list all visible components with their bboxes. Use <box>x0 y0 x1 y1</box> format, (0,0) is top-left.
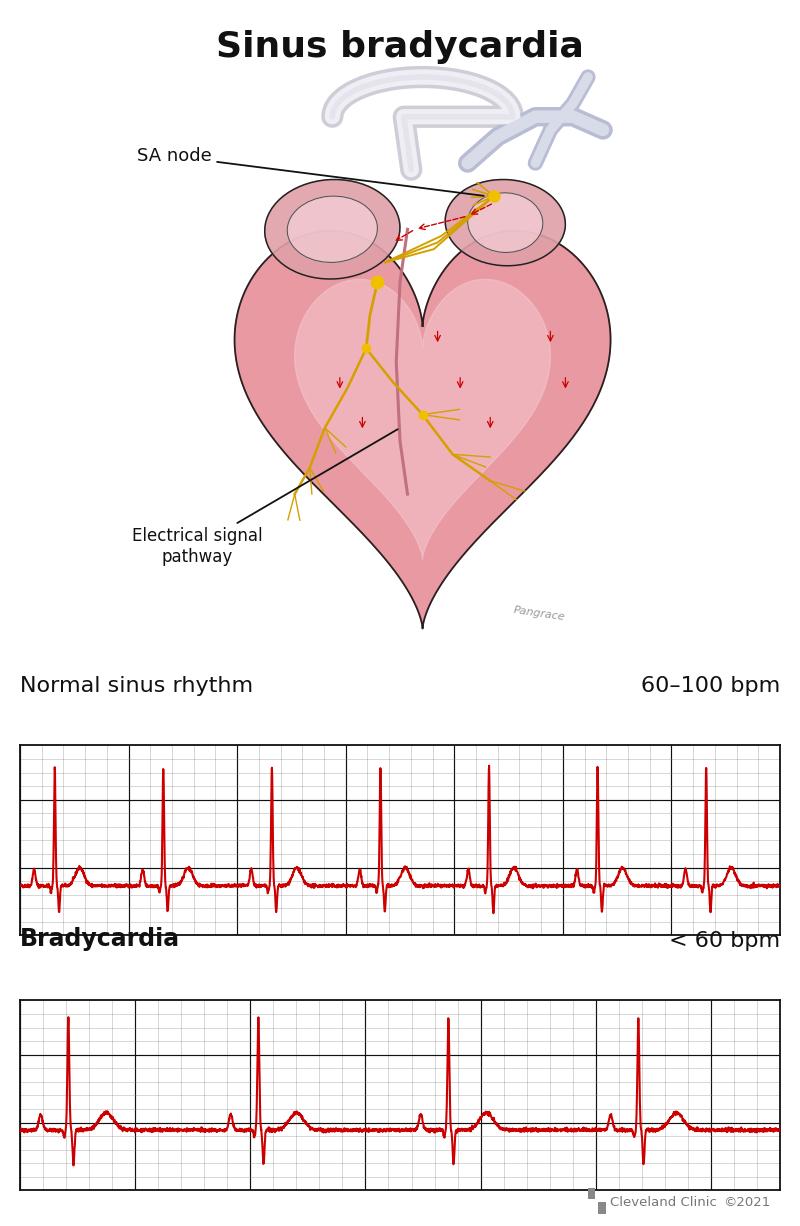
Text: < 60 bpm: < 60 bpm <box>669 932 780 951</box>
Ellipse shape <box>287 196 378 262</box>
Polygon shape <box>234 230 610 629</box>
Text: Cleveland Clinic: Cleveland Clinic <box>610 1195 718 1209</box>
Ellipse shape <box>445 179 566 266</box>
Text: ©2021: ©2021 <box>723 1195 770 1209</box>
Text: Sinus bradycardia: Sinus bradycardia <box>216 31 584 64</box>
Ellipse shape <box>265 179 400 280</box>
Ellipse shape <box>468 192 543 253</box>
Polygon shape <box>294 280 550 559</box>
Text: Normal sinus rhythm: Normal sinus rhythm <box>20 677 253 696</box>
Text: Pangrace: Pangrace <box>513 604 566 622</box>
Text: SA node: SA node <box>137 147 484 196</box>
FancyBboxPatch shape <box>588 1188 595 1199</box>
Text: Bradycardia: Bradycardia <box>20 927 180 951</box>
FancyBboxPatch shape <box>598 1203 606 1214</box>
Text: Electrical signal
pathway: Electrical signal pathway <box>132 429 398 566</box>
Text: 60–100 bpm: 60–100 bpm <box>641 677 780 696</box>
